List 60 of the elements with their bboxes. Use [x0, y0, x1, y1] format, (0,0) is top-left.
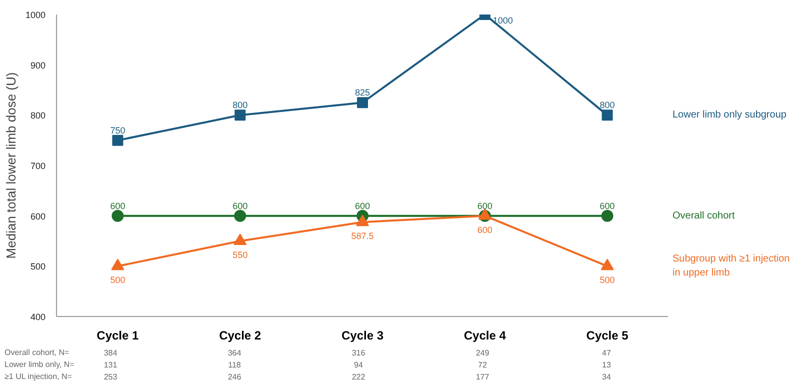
data-label: 825: [354, 88, 370, 98]
x-tick-label: Cycle 1: [96, 328, 140, 342]
text: Lower limb only, N=: [4, 360, 75, 369]
point: [234, 234, 247, 245]
y-axis-title: Median total lower limb dose (U): [3, 72, 18, 259]
data-label: 750: [110, 125, 126, 136]
point: [112, 210, 124, 222]
point: [600, 258, 614, 270]
text: 47: [602, 348, 612, 358]
x-tick-label: Cycle 4: [464, 328, 506, 342]
text: 94: [354, 360, 364, 370]
point: [601, 210, 614, 222]
data-label: 1000: [492, 16, 513, 26]
data-label: 600: [477, 200, 492, 211]
data-label: 550: [232, 250, 248, 260]
point: [111, 258, 124, 270]
data-label: 587.5: [351, 231, 374, 242]
point: [112, 134, 124, 146]
y-tick-label: 1000: [25, 10, 46, 20]
text: Overall cohort, N=: [4, 348, 70, 357]
text: 249: [476, 348, 490, 358]
text: 131: [104, 360, 118, 370]
text: Lower limb only subgroup: [672, 110, 787, 121]
y-tick-label: 800: [30, 110, 46, 121]
text: ≥1 UL injection, N=: [4, 372, 72, 381]
data-label: 500: [600, 275, 615, 286]
y-tick-label: 700: [30, 161, 46, 171]
x-tick-label: Cycle 2: [219, 328, 262, 342]
text: 34: [602, 372, 612, 381]
text: Subgroup with ≥1 injection in upper limb: [672, 254, 790, 279]
data-label: 800: [600, 100, 615, 110]
point: [234, 210, 246, 222]
x-tick-label: Cycle 3: [341, 328, 384, 342]
data-label: 600: [354, 200, 370, 211]
data-label: 600: [110, 200, 126, 211]
x-tick-label: Cycle 5: [586, 328, 629, 342]
point: [357, 97, 368, 108]
y-tick-label: 900: [30, 60, 46, 70]
point: [602, 110, 613, 121]
point: [234, 110, 246, 121]
point: [356, 214, 369, 226]
text: 253: [104, 372, 118, 381]
data-label: 600: [600, 200, 615, 211]
text: 72: [478, 360, 488, 370]
y-tick-label: 400: [30, 312, 46, 322]
text: 384: [104, 348, 118, 358]
text: 222: [352, 372, 366, 381]
text: Overall cohort: [672, 210, 735, 222]
text: 177: [476, 372, 490, 381]
data-label: 600: [477, 224, 492, 235]
data-label: 500: [110, 275, 126, 286]
y-tick-label: 600: [30, 211, 46, 222]
text: 118: [228, 360, 242, 370]
text: 13: [602, 360, 612, 370]
data-label: 800: [232, 100, 248, 110]
text: 364: [228, 348, 242, 358]
data-label: 600: [232, 200, 248, 211]
text: 316: [352, 348, 366, 358]
text: 246: [228, 372, 242, 381]
y-tick-label: 500: [30, 262, 46, 272]
